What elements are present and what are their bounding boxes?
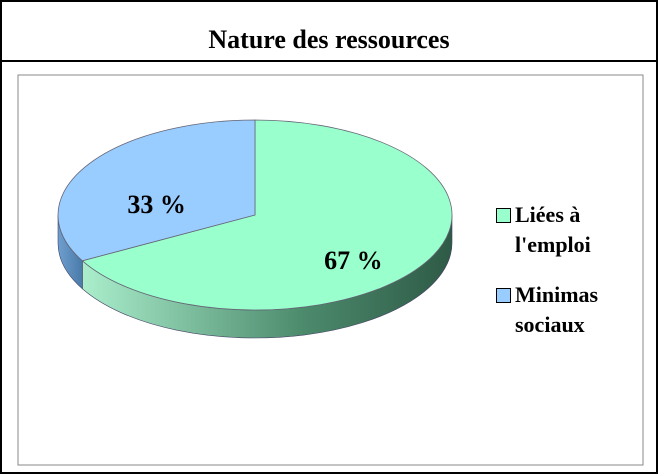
chart-title: Nature des ressources xyxy=(208,25,449,54)
slice xyxy=(57,119,256,262)
legend-swatch xyxy=(496,208,511,223)
legend-label: Minimas sociaux xyxy=(515,282,599,337)
legend-item: Liées à l'emploi xyxy=(496,200,616,260)
legend-label: Liées à l'emploi xyxy=(515,202,591,257)
legend-swatch xyxy=(496,288,511,303)
slice xyxy=(81,119,453,311)
data-label: 33 % xyxy=(127,190,186,219)
data-label: 67 % xyxy=(324,246,383,275)
legend-item: Minimas sociaux xyxy=(496,280,616,340)
